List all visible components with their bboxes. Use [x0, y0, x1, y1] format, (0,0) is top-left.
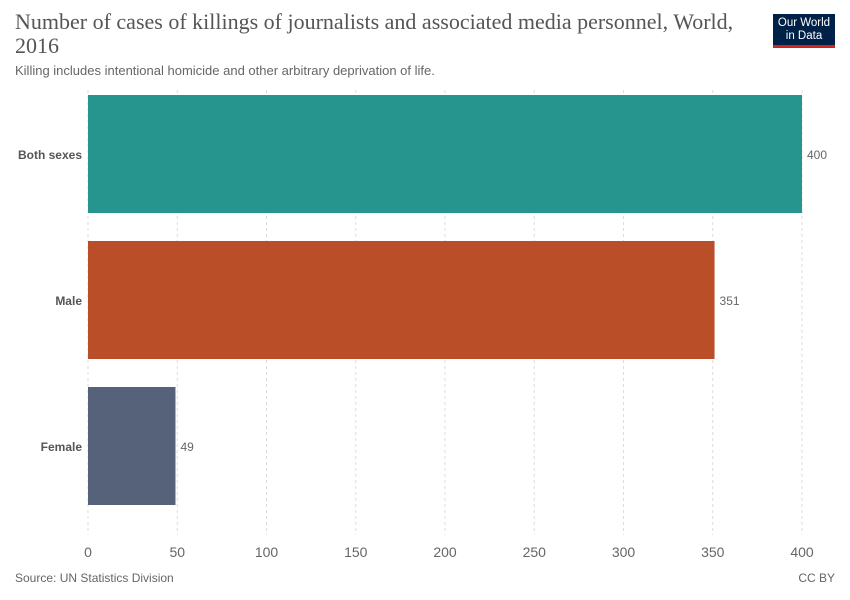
license-link[interactable]: CC BY	[798, 571, 835, 585]
logo-line-2: in Data	[785, 30, 823, 42]
bar	[88, 95, 802, 213]
x-tick-label: 350	[701, 544, 725, 560]
bar	[88, 387, 176, 505]
x-tick-label: 100	[255, 544, 279, 560]
owid-logo[interactable]: Our World in Data	[773, 14, 835, 48]
value-label: 49	[180, 440, 194, 454]
category-label: Male	[55, 294, 82, 308]
x-tick-label: 50	[169, 544, 185, 560]
logo-line-1: Our World	[777, 17, 831, 29]
category-label: Both sexes	[18, 148, 82, 162]
category-label: Female	[41, 440, 83, 454]
bar	[88, 241, 715, 359]
x-tick-label: 300	[612, 544, 636, 560]
x-tick-label: 400	[790, 544, 814, 560]
x-tick-label: 0	[84, 544, 92, 560]
source-note[interactable]: Source: UN Statistics Division	[15, 571, 174, 585]
chart-title: Number of cases of killings of journalis…	[15, 9, 734, 58]
chart-subtitle: Killing includes intentional homicide an…	[15, 63, 435, 78]
value-label: 351	[720, 294, 740, 308]
x-tick-label: 250	[523, 544, 547, 560]
value-label: 400	[807, 148, 827, 162]
x-tick-label: 200	[433, 544, 457, 560]
x-tick-label: 150	[344, 544, 368, 560]
